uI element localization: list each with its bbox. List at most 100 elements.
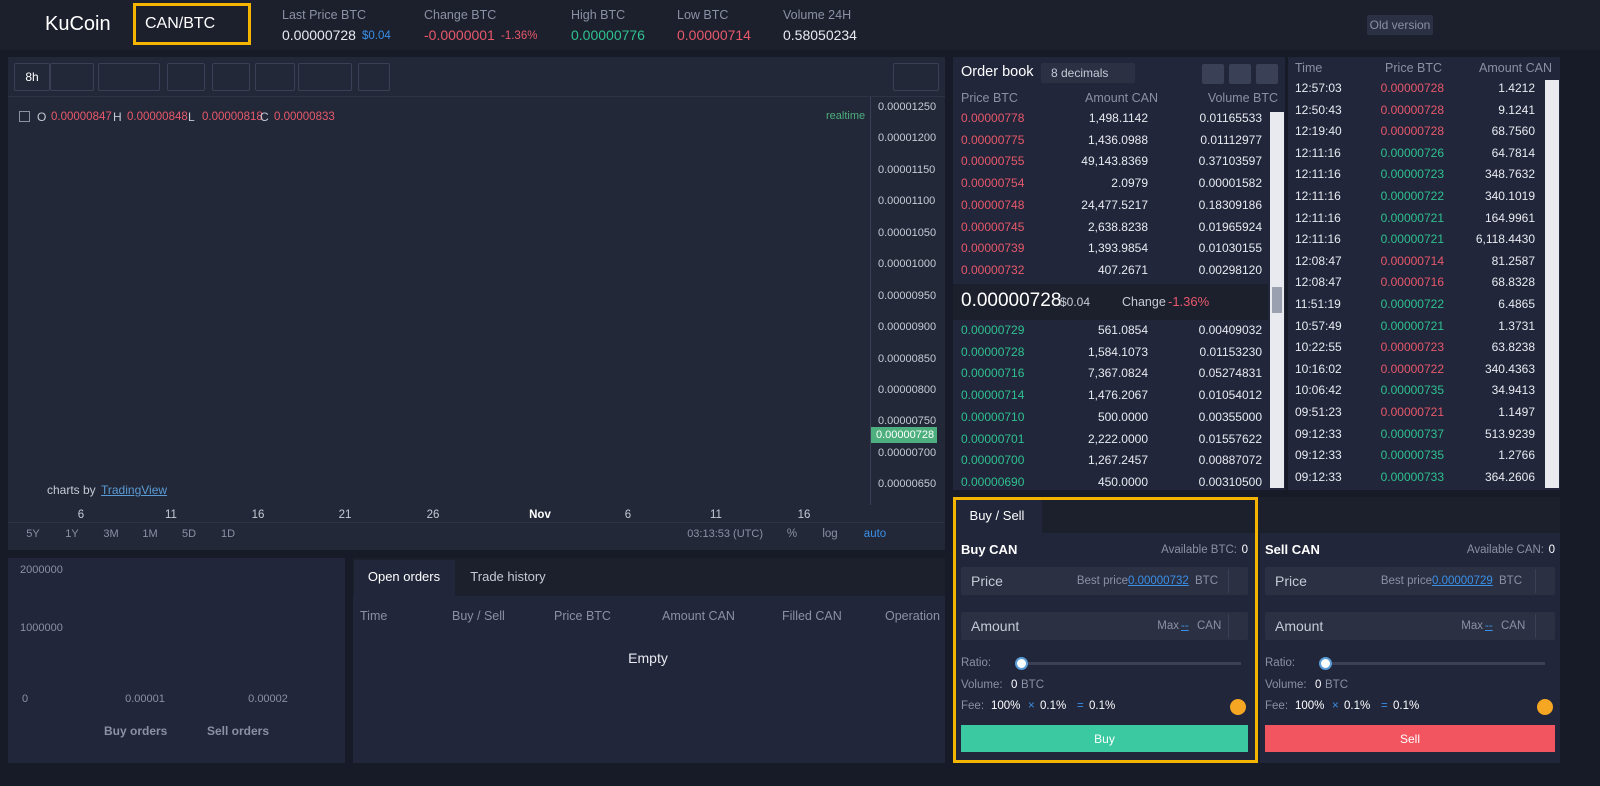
ratio-knob[interactable] xyxy=(1319,657,1332,670)
last-price-tag xyxy=(871,427,937,444)
best-price[interactable]: 0.00000729 xyxy=(1432,575,1493,587)
fee-value: 0.1% xyxy=(1040,700,1067,712)
chart-option[interactable]: log xyxy=(822,528,838,540)
spinner[interactable] xyxy=(1228,569,1246,593)
y-tick-label: 0.00000700 xyxy=(878,446,937,459)
y-tick-label: 0.00000650 xyxy=(878,478,937,491)
trade-amount: 164.9961 xyxy=(1484,210,1535,225)
depth-x-label: 0 xyxy=(22,693,29,705)
toolbar-button[interactable] xyxy=(298,63,352,91)
book-price: 0.00000710 xyxy=(961,409,1025,424)
range-button[interactable]: 5D xyxy=(181,528,197,540)
trade-amount: 6,118.4430 xyxy=(1475,232,1535,247)
old-version-button[interactable] xyxy=(1367,15,1433,35)
book-price: 0.00000748 xyxy=(961,197,1025,212)
book-view-button[interactable] xyxy=(1202,64,1224,84)
fee-op: = xyxy=(1381,700,1388,712)
trade-amount: 340.4363 xyxy=(1484,361,1535,376)
tradingview-link[interactable]: TradingView xyxy=(101,483,168,497)
input-field[interactable] xyxy=(961,612,1248,640)
max-value[interactable]: -- xyxy=(1485,620,1493,632)
decimals-select[interactable] xyxy=(1041,63,1135,83)
trade-amount: 364.2606 xyxy=(1484,469,1535,484)
orders-tab[interactable]: Open orders xyxy=(367,569,441,584)
max-label: Max xyxy=(1157,620,1179,632)
fee-op: = xyxy=(1077,700,1084,712)
submit-button[interactable] xyxy=(961,725,1248,752)
book-amount: 24,477.5217 xyxy=(1081,197,1148,212)
chart-option[interactable]: auto xyxy=(863,528,887,540)
form-tab[interactable]: Buy / Sell xyxy=(969,508,1025,523)
y-tick-label: 0.00000950 xyxy=(878,289,937,302)
max-value[interactable]: -- xyxy=(1181,620,1189,632)
volume-value: 0 xyxy=(1315,679,1322,691)
toolbar-button[interactable] xyxy=(50,63,94,91)
toolbar-button[interactable] xyxy=(14,63,50,91)
max-label: Max xyxy=(1461,620,1483,632)
book-amount: 450.0000 xyxy=(1097,474,1148,489)
submit-label[interactable]: Sell xyxy=(1399,732,1420,746)
spinner[interactable] xyxy=(1535,614,1553,638)
book-volume: 0.00887072 xyxy=(1198,453,1262,468)
amount-input[interactable]: Amount xyxy=(971,618,1020,634)
book-amount: 2,222.0000 xyxy=(1087,431,1148,446)
best-price-label: Best price xyxy=(1380,575,1432,587)
price-input[interactable]: Price xyxy=(971,573,1003,589)
ratio-knob[interactable] xyxy=(1015,657,1028,670)
input-field[interactable] xyxy=(1265,612,1555,640)
max-unit: CAN xyxy=(1197,620,1222,632)
decimals[interactable]: 8 decimals xyxy=(1051,66,1109,80)
pair-selector[interactable]: CAN/BTC xyxy=(145,15,216,32)
mid-change-label: Change xyxy=(1122,295,1166,309)
toolbar-button[interactable] xyxy=(167,63,205,91)
toolbar-button[interactable] xyxy=(212,63,250,91)
depth-x-label: 0.00001 xyxy=(125,693,165,705)
y-tick-label: 0.00001150 xyxy=(878,163,936,176)
range-button[interactable]: 1Y xyxy=(65,528,79,540)
toolbar-button[interactable] xyxy=(893,63,939,91)
volume-unit: BTC xyxy=(1325,679,1348,691)
amount-input[interactable]: Amount xyxy=(1275,618,1324,634)
orders-tab[interactable]: Trade history xyxy=(470,569,546,584)
orders-tab-active[interactable] xyxy=(354,560,455,596)
trade-price: 0.00000723 xyxy=(1380,340,1444,355)
old-version[interactable]: Old version xyxy=(1369,18,1431,32)
best-price-unit: BTC xyxy=(1499,575,1522,587)
toolbar-button[interactable] xyxy=(98,63,160,91)
form-highlight xyxy=(953,497,1258,763)
toolbar-button[interactable] xyxy=(358,63,390,91)
range-button[interactable]: 5Y xyxy=(26,528,40,540)
best-price[interactable]: 0.00000732 xyxy=(1128,575,1189,587)
book-volume: 0.18309186 xyxy=(1198,197,1262,212)
range-button[interactable]: 3M xyxy=(103,528,119,540)
input-field[interactable] xyxy=(1265,567,1555,595)
book-price: 0.00000755 xyxy=(961,154,1025,169)
trade-price: 0.00000737 xyxy=(1380,426,1444,441)
legend-label: Buy orders xyxy=(104,724,168,738)
price-input[interactable]: Price xyxy=(1275,573,1307,589)
book-view-button[interactable] xyxy=(1229,64,1251,84)
range-button[interactable]: 1D xyxy=(220,528,236,540)
book-price: 0.00000716 xyxy=(961,366,1025,381)
book-amount: 49,143.8369 xyxy=(1081,154,1148,169)
book-view-button[interactable] xyxy=(1256,64,1278,84)
spinner[interactable] xyxy=(1228,614,1246,638)
trade-price: 0.00000728 xyxy=(1380,102,1444,117)
stat-value: 0.00000714 xyxy=(677,27,751,43)
submit-button[interactable] xyxy=(1265,725,1555,752)
interval[interactable]: 8h xyxy=(25,70,39,84)
toolbar-button[interactable] xyxy=(255,63,295,91)
orders-column: Time xyxy=(360,609,388,623)
book-amount: 2,638.8238 xyxy=(1087,219,1148,234)
spinner[interactable] xyxy=(1535,569,1553,593)
form-tab-active[interactable] xyxy=(955,500,1042,533)
x-tick-label: 26 xyxy=(426,509,440,521)
trade-price: 0.00000722 xyxy=(1380,297,1444,311)
range-button[interactable]: 1M xyxy=(142,528,158,540)
depth-y-label: 1000000 xyxy=(20,622,63,634)
input-field[interactable] xyxy=(961,567,1248,595)
ohlc-value: 0.00000847 xyxy=(51,111,112,123)
submit-label[interactable]: Buy xyxy=(1094,732,1115,746)
available-label: Available CAN: xyxy=(1466,544,1544,556)
chart-option[interactable]: % xyxy=(786,528,798,540)
